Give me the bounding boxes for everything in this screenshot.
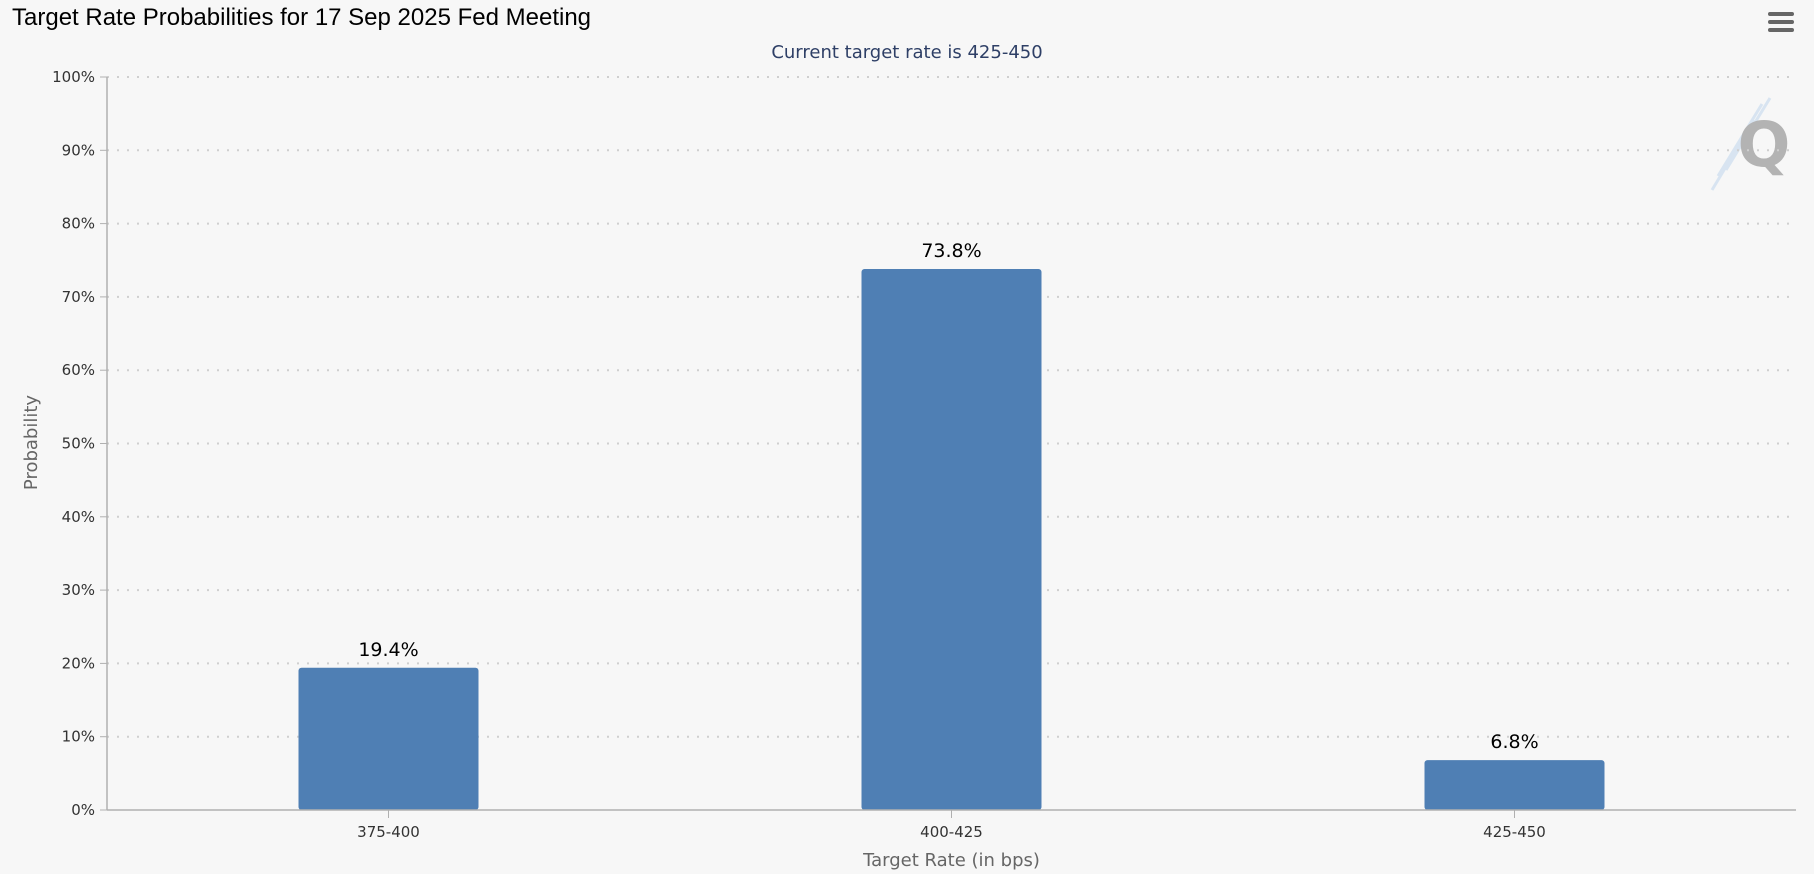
y-tick-label: 40% (62, 508, 95, 526)
data-label: 19.4% (358, 639, 418, 661)
x-axis-ticks: 375-400 400-425 425-450 (357, 810, 1546, 841)
y-tick-label: 20% (62, 654, 95, 672)
chart-subtitle: Current target rate is 425-450 (771, 42, 1043, 63)
x-tick-label: 425-450 (1483, 823, 1546, 841)
bars (298, 269, 1605, 810)
bar[interactable] (861, 269, 1042, 810)
y-tick-label: 30% (62, 581, 95, 599)
x-tick-label: 400-425 (920, 823, 983, 841)
y-tick-label: 60% (62, 361, 95, 379)
y-axis-title: Probability (21, 395, 42, 490)
menu-line (1768, 20, 1794, 24)
bar[interactable] (1424, 760, 1605, 810)
y-tick-label: 0% (71, 801, 95, 819)
menu-line (1768, 28, 1794, 32)
y-tick-label: 80% (62, 215, 95, 233)
svg-text:Q: Q (1738, 108, 1788, 181)
page-title: Target Rate Probabilities for 17 Sep 202… (12, 4, 592, 31)
y-tick-label: 50% (62, 435, 95, 453)
data-label: 6.8% (1490, 731, 1538, 753)
x-tick-label: 375-400 (357, 823, 420, 841)
menu-line (1768, 12, 1794, 16)
x-axis-title: Target Rate (in bps) (862, 850, 1040, 871)
y-tick-label: 90% (62, 141, 95, 159)
y-axis-ticks: 0% 10% 20% 30% 40% 50% 60% 70% 80% 90% 100% (52, 68, 107, 819)
bar[interactable] (298, 667, 479, 810)
y-tick-label: 10% (62, 728, 95, 746)
data-labels: 19.4% 73.8% 6.8% (358, 240, 1538, 753)
y-tick-label: 100% (52, 68, 95, 86)
q-logo-watermark-icon: Q (1710, 97, 1788, 191)
hamburger-menu-icon[interactable] (1766, 10, 1796, 36)
data-label: 73.8% (921, 240, 981, 262)
y-tick-label: 70% (62, 288, 95, 306)
